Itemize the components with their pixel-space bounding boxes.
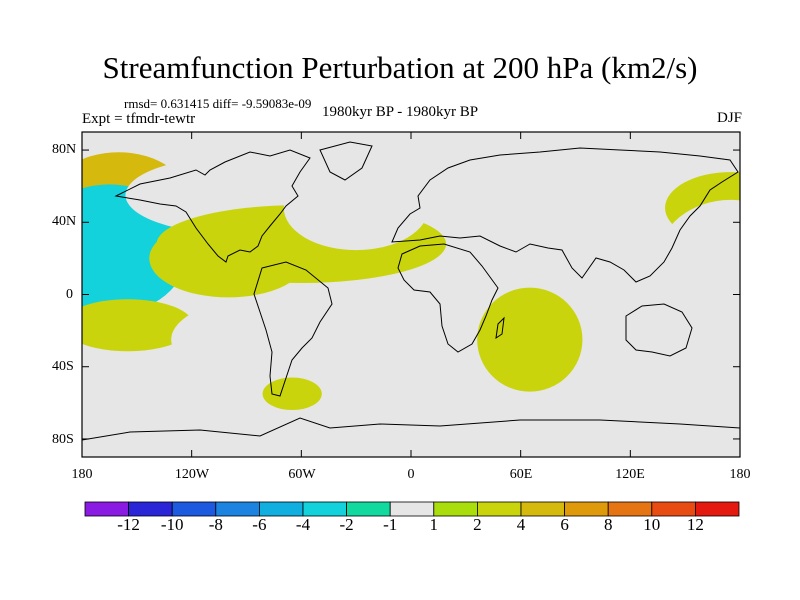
colorbar-swatch <box>84 501 129 517</box>
coastline-australia <box>625 303 693 357</box>
anomaly-region <box>477 287 583 392</box>
page-title: Streamfunction Perturbation at 200 hPa (… <box>102 50 698 85</box>
colorbar-label: -4 <box>295 515 311 534</box>
coastline-south-america <box>253 261 333 397</box>
colorbar-swatch <box>128 501 173 517</box>
lon-label-0: 0 <box>407 467 415 482</box>
lon-label-180w: 180 <box>71 467 93 482</box>
lat-label-80n: 80N <box>52 142 77 157</box>
coastline-layer <box>82 141 740 441</box>
period-label: 1980kyr BP - 1980kyr BP <box>322 104 479 120</box>
lon-label-60e: 60E <box>509 467 533 482</box>
coastline-antarctica <box>82 417 740 441</box>
season-label: DJF <box>716 110 742 126</box>
lat-label-80s: 80S <box>52 432 74 447</box>
anomaly-region <box>262 377 322 411</box>
colorbar-label: 2 <box>473 515 482 534</box>
colorbar-swatch <box>389 501 435 517</box>
axis-ticks <box>81 132 741 457</box>
anomaly-region <box>82 299 194 352</box>
coastline-madagascar <box>495 316 505 340</box>
colorbar-label: 8 <box>603 515 613 534</box>
anomaly-region <box>283 165 429 251</box>
colorbar-swatch <box>476 501 522 517</box>
colorbar-swatch <box>695 501 740 517</box>
colorbar-swatch <box>433 501 478 517</box>
colorbar-swatch <box>346 501 391 517</box>
colorbar-swatch <box>651 501 696 517</box>
colorbar-swatch <box>564 501 609 517</box>
lon-label-60w: 60W <box>288 467 316 482</box>
stats-text: rmsd= 0.631415 diff= -9.59083e-09 <box>124 96 312 111</box>
anomaly-region <box>658 199 740 317</box>
colorbar-label: 10 <box>643 515 661 534</box>
colorbar-swatch <box>520 501 565 517</box>
lon-label-120e: 120E <box>615 467 645 482</box>
colorbar-label: -2 <box>339 515 354 534</box>
colorbar-label: 4 <box>516 515 526 534</box>
colorbar <box>84 501 740 517</box>
colorbar-swatch <box>302 501 347 517</box>
anomaly-layer <box>82 152 740 411</box>
coastline-greenland <box>319 141 373 181</box>
colorbar-label: 6 <box>560 515 569 534</box>
coastline-africa <box>397 243 499 353</box>
lon-label-120w: 120W <box>174 467 210 482</box>
coastline-eurasia <box>391 147 739 283</box>
anomaly-region <box>171 294 395 386</box>
colorbar-label: -6 <box>252 515 267 534</box>
colorbar-label: -12 <box>117 515 140 534</box>
lat-label-0: 0 <box>66 287 73 302</box>
lon-label-180e: 180 <box>729 467 751 482</box>
colorbar-label: 12 <box>686 515 704 534</box>
colorbar-swatch <box>607 501 653 517</box>
lat-label-40n: 40N <box>52 214 77 229</box>
coastline-north-america <box>114 149 311 263</box>
colorbar-swatch <box>215 501 260 517</box>
lat-label-40s: 40S <box>52 359 74 374</box>
colorbar-label: 1 <box>429 515 439 534</box>
colorbar-label: -10 <box>160 515 184 534</box>
colorbar-swatch <box>258 501 304 517</box>
colorbar-swatch <box>171 501 217 517</box>
colorbar-label: -8 <box>208 515 223 534</box>
experiment-label: Expt = tfmdr-tewtr <box>82 111 196 127</box>
colorbar-label: -1 <box>383 515 398 534</box>
